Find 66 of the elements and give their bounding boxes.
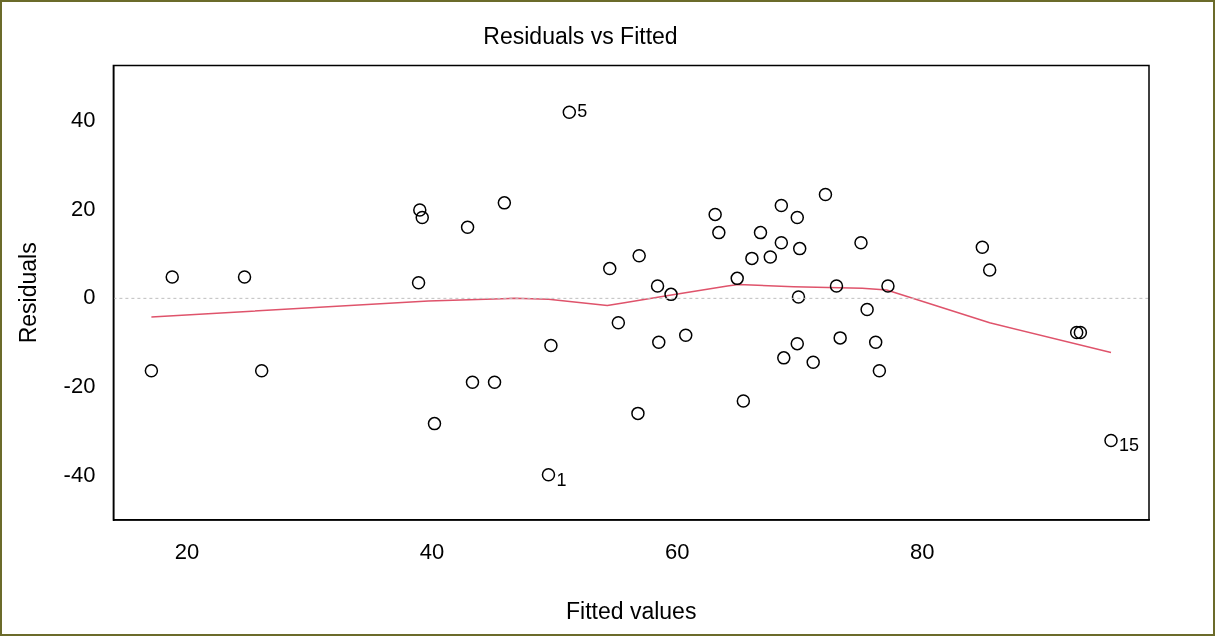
- point: [413, 203, 427, 217]
- y-axis-title: Residuals: [15, 242, 42, 344]
- x-tick-label: 20: [174, 539, 200, 565]
- point: [708, 207, 722, 222]
- point: [975, 240, 990, 255]
- point: [611, 316, 626, 330]
- point: [465, 375, 480, 390]
- point: [1073, 325, 1088, 340]
- point: [881, 279, 895, 293]
- annotation: 15: [1119, 435, 1140, 456]
- point: [1104, 433, 1118, 448]
- point: [541, 467, 556, 482]
- point: [763, 250, 778, 264]
- point: [854, 236, 868, 250]
- y-tick-label: 40: [70, 106, 96, 132]
- annotation: 5: [577, 101, 588, 122]
- point: [678, 328, 693, 342]
- point: [868, 335, 883, 350]
- point: [664, 287, 678, 302]
- point: [497, 196, 512, 210]
- point: [631, 406, 645, 421]
- point: [792, 241, 807, 256]
- point: [487, 375, 502, 390]
- point: [632, 248, 646, 263]
- point: [562, 105, 577, 119]
- point: [650, 279, 665, 293]
- point: [460, 220, 475, 235]
- point: [791, 290, 806, 304]
- point: [790, 210, 805, 225]
- point: [806, 355, 820, 370]
- point: [411, 276, 426, 290]
- x-tick-label: 40: [419, 539, 445, 565]
- x-axis-title: Fitted values: [566, 597, 697, 624]
- point: [833, 331, 847, 345]
- point: [165, 270, 179, 284]
- point: [415, 210, 429, 225]
- point: [544, 338, 558, 353]
- point: [829, 279, 844, 293]
- point: [872, 364, 887, 378]
- point: [1069, 325, 1084, 340]
- y-tick-label: -20: [63, 373, 96, 399]
- annotation: 1: [556, 469, 567, 490]
- point: [652, 335, 666, 350]
- y-tick-label: 20: [70, 195, 96, 221]
- point: [745, 251, 759, 266]
- point: [774, 198, 789, 213]
- point: [860, 302, 874, 317]
- point: [982, 263, 997, 277]
- point: [790, 336, 805, 351]
- x-tick-label: 60: [664, 539, 690, 565]
- point: [774, 236, 789, 250]
- point: [712, 225, 726, 240]
- y-tick-label: -40: [63, 462, 96, 488]
- point: [818, 187, 833, 202]
- point: [144, 364, 159, 378]
- point: [237, 270, 252, 284]
- point: [603, 261, 617, 276]
- point: [753, 225, 768, 240]
- point: [254, 364, 269, 378]
- point: [427, 416, 442, 431]
- point: [777, 351, 791, 365]
- y-tick-label: 0: [83, 284, 96, 310]
- point: [730, 271, 744, 286]
- x-tick-label: 80: [910, 539, 935, 565]
- chart-title: Residuals vs Fitted: [483, 23, 678, 50]
- point: [736, 394, 751, 408]
